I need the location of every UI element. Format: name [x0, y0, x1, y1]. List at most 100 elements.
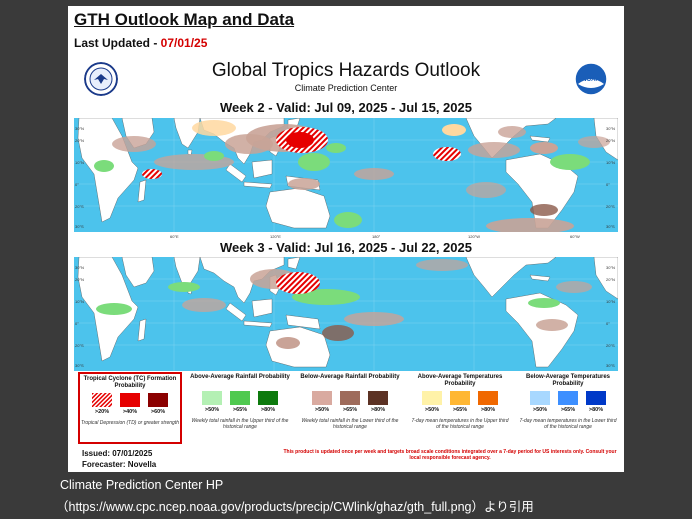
- legend-above-rain-label-1: >50%: [204, 407, 220, 413]
- caption-line-1: Climate Prediction Center HP: [60, 478, 224, 492]
- legend-above-temp: Above-Average Temperatures Probability >…: [410, 372, 510, 440]
- legend-above-rain-label-2: >65%: [232, 407, 248, 413]
- week3-tc-areas: [276, 272, 320, 294]
- legend-tc-swatch-3: [148, 393, 168, 407]
- legend-below-rain: Below-Average Rainfall Probability >50% …: [300, 372, 400, 440]
- legend-above-temp-swatch-2: [450, 391, 470, 405]
- legend-below-temp-swatch-3: [586, 391, 606, 405]
- week3-title: Week 3 - Valid: Jul 16, 2025 - Jul 22, 2…: [220, 240, 472, 255]
- week2-lon-labels: 60°E 120°E 180° 120°W 60°W: [170, 234, 580, 239]
- legend-below-temp-label-1: >50%: [532, 407, 548, 413]
- legend-below-rain-swatch-2: [340, 391, 360, 405]
- legend-tc-swatch-1: [92, 393, 112, 407]
- legend-above-temp-swatch-3: [478, 391, 498, 405]
- svg-text:30°N: 30°N: [606, 265, 615, 270]
- legend-below-temp-label-2: >65%: [560, 407, 576, 413]
- legend-above-rain-title: Above-Average Rainfall Probability: [190, 374, 290, 380]
- legend-below-temp-note: 7-day mean temperatures in the Lower thi…: [519, 418, 617, 430]
- issued-block: Issued: 07/01/2025 Forecaster: Novella: [82, 448, 156, 470]
- week3-map: 30°N 20°N 10°N 0° 20°S 30°S 30°N 20°N 10°N 0°…: [74, 257, 618, 371]
- commerce-seal-icon: [84, 62, 118, 96]
- week2-hazard-areas: [94, 120, 610, 232]
- disclaimer: This product is updated once per week an…: [283, 449, 617, 461]
- svg-text:120°E: 120°E: [270, 234, 281, 239]
- legend-below-temp-label-3: >80%: [588, 407, 604, 413]
- legend-below-rain-swatch-3: [368, 391, 388, 405]
- outlook-panel: GTH Outlook Map and Data Last Updated - …: [68, 6, 624, 472]
- legend-below-temp-title: Below-Average Temperatures Probability: [525, 374, 611, 387]
- legend-below-temp: Below-Average Temperatures Probability >…: [518, 372, 618, 440]
- svg-text:0°: 0°: [606, 321, 610, 326]
- legend-tc-title: Tropical Cyclone (TC) Formation Probabil…: [83, 376, 177, 389]
- svg-text:30°N: 30°N: [75, 265, 84, 270]
- svg-text:NOAA: NOAA: [582, 77, 600, 83]
- svg-text:20°S: 20°S: [606, 343, 615, 348]
- legend-below-rain-label-3: >80%: [370, 407, 386, 413]
- svg-text:10°N: 10°N: [606, 299, 615, 304]
- svg-text:20°N: 20°N: [606, 277, 615, 282]
- svg-text:0°: 0°: [606, 182, 610, 187]
- legend-above-rain-note: Weekly total rainfall in the Upper third…: [191, 418, 289, 430]
- svg-text:20°N: 20°N: [75, 138, 84, 143]
- legend-below-rain-swatch-1: [312, 391, 332, 405]
- svg-text:0°: 0°: [75, 182, 79, 187]
- legend-tc-label-1: >20%: [94, 409, 110, 415]
- svg-text:30°S: 30°S: [75, 363, 84, 368]
- legend-above-rain-label-3: >80%: [260, 407, 276, 413]
- legend-below-rain-title: Below-Average Rainfall Probability: [300, 374, 400, 380]
- legend-tc-label-2: >40%: [122, 409, 138, 415]
- svg-text:20°N: 20°N: [75, 277, 84, 282]
- main-title: Global Tropics Hazards Outlook: [211, 60, 481, 81]
- legend-below-rain-note: Weekly total rainfall in the Lower third…: [301, 418, 399, 430]
- svg-text:20°S: 20°S: [606, 204, 615, 209]
- svg-text:30°N: 30°N: [606, 126, 615, 131]
- legend-above-temp-note: 7-day mean temperatures in the Upper thi…: [411, 418, 509, 430]
- legend-below-rain-label-1: >50%: [314, 407, 330, 413]
- legend-below-temp-swatch-2: [558, 391, 578, 405]
- legend-tc: Tropical Cyclone (TC) Formation Probabil…: [78, 372, 182, 444]
- svg-text:20°S: 20°S: [75, 343, 84, 348]
- last-updated-label: Last Updated -: [74, 36, 161, 50]
- svg-text:10°N: 10°N: [75, 160, 84, 165]
- svg-text:30°S: 30°S: [606, 363, 615, 368]
- legend-above-temp-swatch-1: [422, 391, 442, 405]
- subtitle: Climate Prediction Center: [294, 83, 398, 93]
- svg-text:30°N: 30°N: [75, 126, 84, 131]
- svg-text:20°N: 20°N: [606, 138, 615, 143]
- legend-below-temp-swatch-1: [530, 391, 550, 405]
- last-updated: Last Updated - 07/01/25: [74, 36, 207, 50]
- svg-text:30°S: 30°S: [606, 224, 615, 229]
- legend-below-rain-label-2: >65%: [342, 407, 358, 413]
- legend-above-temp-label-2: >65%: [452, 407, 468, 413]
- legend-above-rain-swatch-1: [202, 391, 222, 405]
- svg-text:20°S: 20°S: [75, 204, 84, 209]
- legend-tc-note: Tropical Depression (TD) or greater stre…: [81, 420, 179, 426]
- noaa-logo-icon: NOAA: [574, 62, 608, 96]
- legend-above-temp-label-3: >80%: [480, 407, 496, 413]
- svg-text:10°N: 10°N: [75, 299, 84, 304]
- week3-lat-labels: 30°N 20°N 10°N 0° 20°S 30°S 30°N 20°N 10°N 0°…: [75, 265, 615, 368]
- page-title: GTH Outlook Map and Data: [74, 10, 295, 29]
- svg-text:0°: 0°: [75, 321, 79, 326]
- week2-map: 30°N 20°N 10°N 0° 20°S 30°S 30°N 20°N 10°N 0°…: [74, 118, 618, 232]
- legend-above-temp-label-1: >50%: [424, 407, 440, 413]
- svg-text:30°S: 30°S: [75, 224, 84, 229]
- legend-above-rain: Above-Average Rainfall Probability >50% …: [190, 372, 290, 440]
- svg-text:180°: 180°: [372, 234, 381, 239]
- issued-date: Issued: 07/01/2025: [82, 449, 153, 458]
- week3-hazard-areas: [96, 259, 592, 349]
- week2-title: Week 2 - Valid: Jul 09, 2025 - Jul 15, 2…: [220, 100, 472, 115]
- week2-tc-areas: [142, 127, 461, 179]
- legend-above-rain-swatch-3: [258, 391, 278, 405]
- week2-lat-labels: 30°N 20°N 10°N 0° 20°S 30°S 30°N 20°N 10°N 0°…: [75, 126, 615, 229]
- legend: Tropical Cyclone (TC) Formation Probabil…: [74, 372, 618, 444]
- last-updated-date: 07/01/25: [160, 36, 208, 50]
- svg-text:60°W: 60°W: [570, 234, 580, 239]
- svg-text:60°E: 60°E: [170, 234, 179, 239]
- legend-above-rain-swatch-2: [230, 391, 250, 405]
- legend-tc-swatch-2: [120, 393, 140, 407]
- legend-tc-label-3: >60%: [150, 409, 166, 415]
- svg-text:120°W: 120°W: [468, 234, 480, 239]
- forecaster: Forecaster: Novella: [82, 460, 157, 469]
- caption-line-2: （https://www.cpc.ncep.noaa.gov/products/…: [56, 500, 534, 514]
